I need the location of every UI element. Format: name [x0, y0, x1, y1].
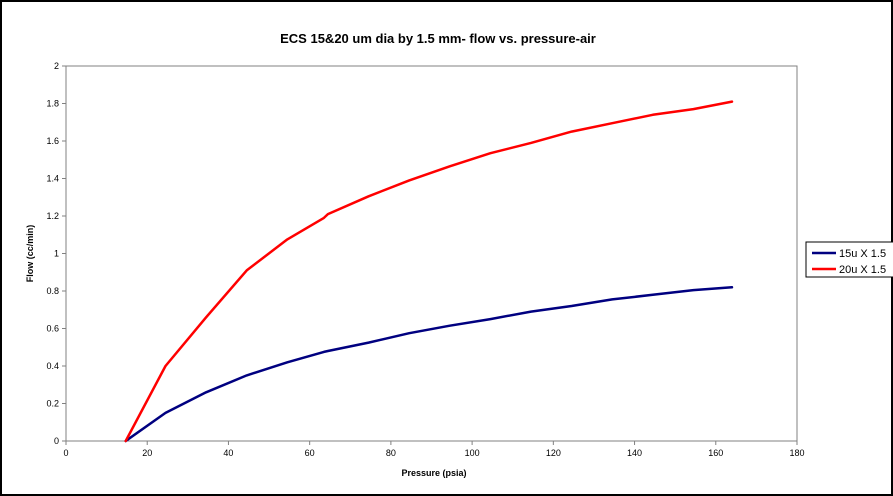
- y-tick-label: 0.8: [46, 286, 59, 296]
- y-axis-title: Flow (cc/min): [25, 225, 35, 283]
- x-tick-label: 20: [142, 448, 152, 458]
- x-axis: 0 20 40 60 80 100 120 140 160 180: [63, 441, 805, 458]
- x-tick-label: 100: [465, 448, 480, 458]
- y-tick-label: 1.2: [46, 211, 59, 221]
- y-tick-label: 0.4: [46, 361, 59, 371]
- chart-title: ECS 15&20 um dia by 1.5 mm- flow vs. pre…: [280, 31, 596, 46]
- x-tick-label: 140: [627, 448, 642, 458]
- y-tick-label: 1.4: [46, 174, 59, 184]
- series-layer: [124, 100, 734, 443]
- x-tick-label: 180: [789, 448, 804, 458]
- series-line-15u: [124, 286, 734, 443]
- plot-area: [65, 65, 798, 442]
- y-tick-label: 0.6: [46, 324, 59, 334]
- x-tick-label: 160: [708, 448, 723, 458]
- x-tick-label: 40: [223, 448, 233, 458]
- y-tick-label: 0.2: [46, 399, 59, 409]
- x-tick-label: 60: [305, 448, 315, 458]
- y-tick-label: 1.6: [46, 136, 59, 146]
- x-axis-title: Pressure (psia): [401, 468, 466, 478]
- y-tick-label: 0: [54, 436, 59, 446]
- legend-box: [805, 241, 893, 278]
- legend-label-15u: 15u X 1.5: [839, 248, 886, 260]
- y-tick-label: 2: [54, 61, 59, 71]
- y-axis: 0 0.2 0.4 0.6 0.8 1 1.2 1.4 1.6 1.8 2: [46, 61, 66, 446]
- y-tick-label: 1: [54, 249, 59, 259]
- x-tick-label: 0: [63, 448, 68, 458]
- series-line-20u: [124, 100, 734, 443]
- legend: 15u X 1.5 20u X 1.5: [805, 241, 893, 278]
- x-tick-label: 80: [386, 448, 396, 458]
- x-tick-label: 120: [546, 448, 561, 458]
- legend-label-20u: 20u X 1.5: [839, 264, 886, 276]
- y-tick-label: 1.8: [46, 99, 59, 109]
